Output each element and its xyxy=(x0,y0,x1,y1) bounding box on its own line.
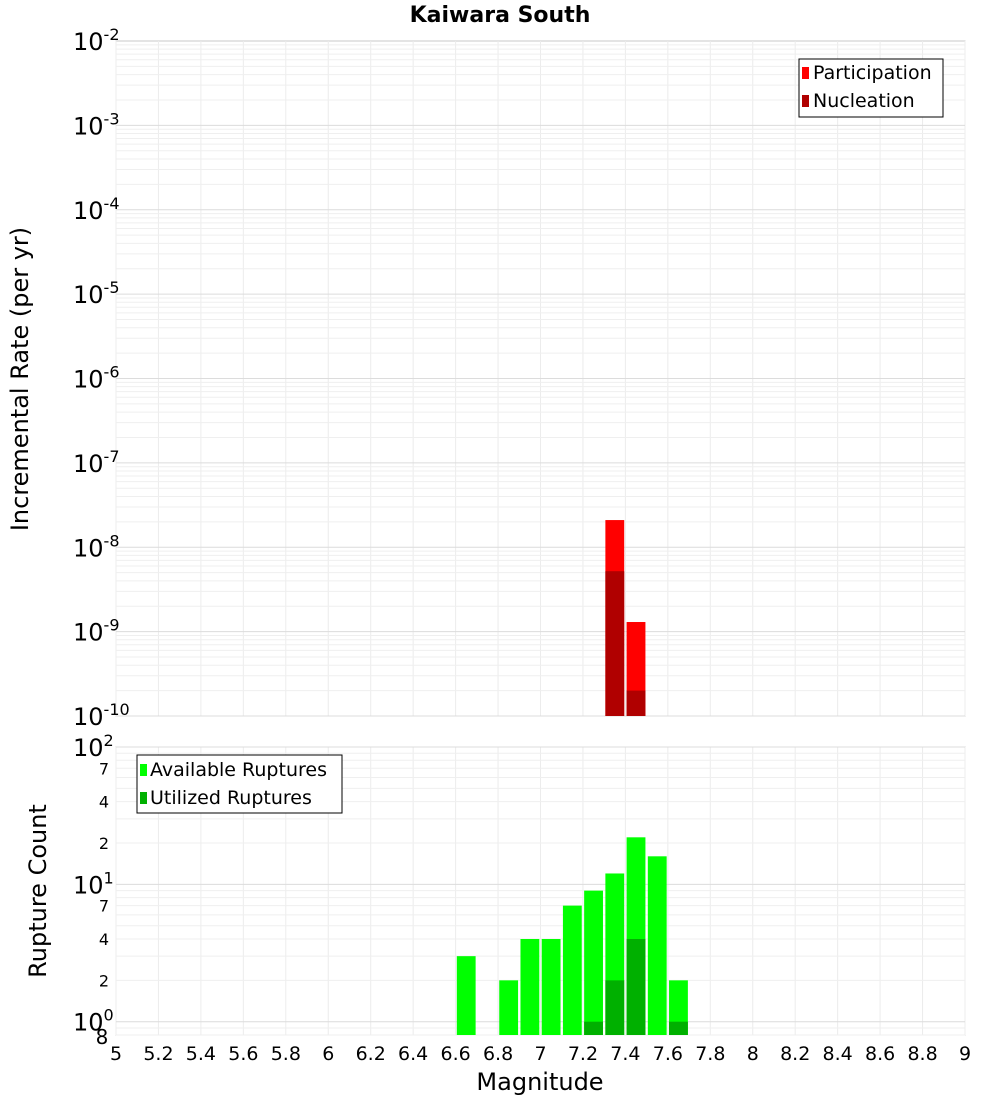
top-y-axis-label: Incremental Rate (per yr) xyxy=(6,227,34,531)
bottom-y-minor-tick-label: 7 xyxy=(99,759,109,778)
bottom-bars xyxy=(456,837,688,1035)
x-tick-label: 8.8 xyxy=(907,1043,937,1065)
top-y-tick-labels: 10-2 10-3 10-4 10-5 10-6 10-7 10-8 10-9 10-10 xyxy=(73,25,130,731)
bar-utilized-ruptures xyxy=(605,980,625,1035)
x-tick-label: 9 xyxy=(959,1043,971,1065)
bottom-legend-box xyxy=(136,754,343,814)
x-tick-label: 7.4 xyxy=(610,1043,640,1065)
x-tick-label: 8.4 xyxy=(823,1043,853,1065)
x-axis-label: Magnitude xyxy=(476,1068,603,1096)
bar-utilized-ruptures xyxy=(669,1021,688,1035)
bar-nucleation xyxy=(605,571,625,716)
bottom-y-minor-tick-label: 2 xyxy=(99,971,109,990)
top-y-tick-label: 10-4 xyxy=(73,194,120,225)
x-tick-label: 6.8 xyxy=(483,1043,513,1065)
x-tick-label: 5.8 xyxy=(271,1043,301,1065)
legend-swatch-nucleation xyxy=(802,95,809,107)
x-tick-label: 6.2 xyxy=(356,1043,386,1065)
legend-label-participation: Participation xyxy=(813,62,932,84)
legend-label-utilized-ruptures: Utilized Ruptures xyxy=(150,787,312,809)
x-tick-label: 7.6 xyxy=(653,1043,683,1065)
bottom-y-tick-label: 100 xyxy=(73,1006,114,1037)
top-y-tick-label: 10-5 xyxy=(73,278,120,309)
x-tick-label: 5 xyxy=(110,1043,122,1065)
x-tick-label: 7.8 xyxy=(695,1043,725,1065)
bottom-y-tick-label: 101 xyxy=(73,868,114,899)
bottom-legend: Available Ruptures Utilized Ruptures xyxy=(136,754,343,814)
legend-swatch-participation xyxy=(802,67,809,79)
bottom-y-tick-label: 102 xyxy=(73,731,114,762)
bottom-y-minor-tick-label: 2 xyxy=(99,834,109,853)
bottom-y-axis-label: Rupture Count xyxy=(24,804,52,978)
x-tick-label: 6 xyxy=(322,1043,334,1065)
top-y-tick-label: 10-2 xyxy=(73,25,120,56)
x-tick-label: 5.4 xyxy=(186,1043,216,1065)
x-tick-label: 7 xyxy=(534,1043,546,1065)
bottom-y-minor-tick-label: 4 xyxy=(99,930,109,949)
x-tick-label: 7.2 xyxy=(568,1043,598,1065)
x-tick-label: 8 xyxy=(747,1043,759,1065)
top-y-tick-label: 10-9 xyxy=(73,616,120,647)
x-tick-label: 8.2 xyxy=(780,1043,810,1065)
bottom-y-minor-tick-label: 4 xyxy=(99,793,109,812)
top-y-tick-label: 10-7 xyxy=(73,447,120,478)
x-tick-label: 5.2 xyxy=(143,1043,173,1065)
x-tick-label: 5.6 xyxy=(228,1043,258,1065)
top-bars xyxy=(605,520,646,716)
top-y-tick-label: 10-10 xyxy=(73,700,130,731)
bar-available-ruptures xyxy=(647,856,667,1035)
x-tick-label: 6.6 xyxy=(440,1043,470,1065)
bar-available-ruptures xyxy=(669,980,688,1035)
bar-available-ruptures xyxy=(499,980,519,1035)
bar-available-ruptures xyxy=(584,890,603,1035)
x-tick-labels: 5 5.2 5.4 5.6 5.8 6 6.2 6.4 6.6 6.8 7 7.2 7.4 7.6 7.8 8… xyxy=(110,1043,971,1065)
legend-swatch-available-ruptures xyxy=(140,764,147,776)
chart-title: Kaiwara South xyxy=(410,3,591,28)
top-legend: Participation Nucleation xyxy=(798,58,944,118)
bottom-y-tick-labels: 102 101 100 7 4 2 7 4 2 8 xyxy=(73,731,114,1049)
bottom-panel: 102 101 100 7 4 2 7 4 2 8 5 5.2 5.4 5.6 5.8 6 6.2 6.4 6.6… xyxy=(24,731,971,1096)
bottom-y-minor-tick-label: 8 xyxy=(96,1025,109,1049)
top-y-tick-label: 10-8 xyxy=(73,531,120,562)
x-tick-label: 8.6 xyxy=(865,1043,895,1065)
bar-utilized-ruptures xyxy=(584,1021,603,1035)
top-y-tick-label: 10-6 xyxy=(73,363,120,394)
top-panel: 10-2 10-3 10-4 10-5 10-6 10-7 10-8 10-9 10-10 In… xyxy=(6,25,966,731)
bar-available-ruptures xyxy=(456,956,476,1035)
legend-label-nucleation: Nucleation xyxy=(813,90,915,112)
bar-available-ruptures xyxy=(541,939,561,1035)
bar-nucleation xyxy=(626,690,646,716)
top-y-tick-label: 10-3 xyxy=(73,109,120,140)
top-gridlines xyxy=(115,41,966,717)
legend-label-available-ruptures: Available Ruptures xyxy=(150,759,327,781)
bar-available-ruptures xyxy=(520,939,540,1035)
legend-swatch-utilized-ruptures xyxy=(140,792,147,804)
bar-utilized-ruptures xyxy=(626,939,646,1035)
x-tick-label: 6.4 xyxy=(398,1043,428,1065)
bottom-y-minor-tick-label: 7 xyxy=(99,897,109,916)
bar-available-ruptures xyxy=(562,905,582,1035)
top-legend-box xyxy=(798,58,944,118)
